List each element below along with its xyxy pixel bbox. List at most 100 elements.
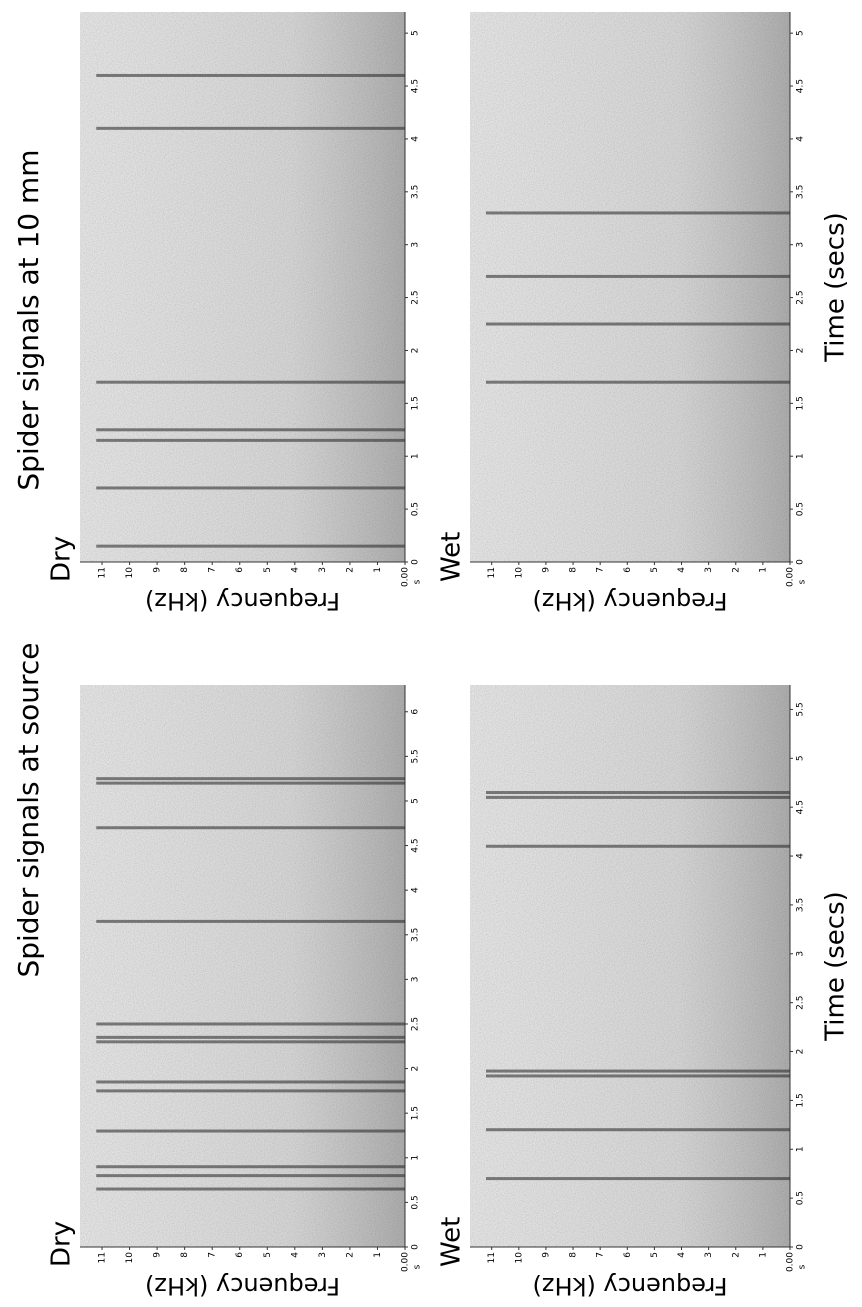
pulse [486, 322, 790, 326]
y-tick-label: 5 [263, 1252, 273, 1258]
y-tick-label: 2 [731, 1252, 741, 1258]
low-band [470, 685, 790, 1247]
y-tick-label: 5 [650, 567, 660, 573]
pulse [96, 1129, 405, 1133]
y-tick-label: 8 [180, 567, 190, 573]
pulse [96, 428, 405, 432]
pulse [486, 380, 790, 384]
y-tick-label: 4 [677, 1252, 687, 1258]
x-tick-label: 5 [796, 30, 806, 36]
pulse [96, 1165, 405, 1169]
y-tick-label: 7 [208, 567, 218, 573]
y-tick-label: 6 [623, 1252, 633, 1258]
x-tick-label: 0 [796, 559, 806, 565]
x-tick-label: 0 [411, 1244, 421, 1250]
x-tick-label: 1.5 [796, 1093, 806, 1107]
y-tick-label: 9 [153, 1252, 163, 1258]
pulse [96, 126, 405, 130]
y-tick-label: 7 [596, 567, 606, 573]
x-tick-label: 3 [796, 242, 806, 248]
x-unit: s [413, 1264, 423, 1269]
pulse [486, 211, 790, 215]
pulse [96, 544, 405, 548]
y-tick-label: 0.00 [786, 1252, 796, 1272]
pulse [96, 380, 405, 384]
x-tick-label: 4.5 [796, 800, 806, 814]
x-tick-label: 5 [411, 30, 421, 36]
y-tick-label: 10 [514, 567, 524, 579]
x-tick-label: 4.5 [796, 79, 806, 93]
pulse [96, 1089, 405, 1093]
x-tick-label: 1.5 [411, 396, 421, 410]
x-tick-label: 5 [411, 798, 421, 804]
y-tick-label: 3 [318, 1252, 328, 1258]
y-tick-label: 0.00 [401, 567, 411, 587]
panel-label: Dry [47, 536, 77, 582]
pulse [96, 1080, 405, 1084]
y-tick-label: 6 [235, 567, 245, 573]
y-tick-label: 7 [208, 1252, 218, 1258]
pulse [486, 274, 790, 278]
panel-label: Dry [47, 1221, 77, 1267]
x-tick-label: 4 [411, 136, 421, 142]
x-tick-label: 2.5 [411, 290, 421, 304]
y-tick-label: 6 [235, 1252, 245, 1258]
x-tick-label: 2 [411, 1066, 421, 1072]
y-tick-label: 10 [514, 1252, 524, 1264]
y-tick-label: 11 [98, 567, 108, 578]
panel-label: Wet [437, 532, 467, 582]
x-tick-label: 3.5 [411, 185, 421, 199]
y-axis-label: Frequency (kHz) [145, 587, 340, 615]
x-tick-label: 5 [796, 755, 806, 761]
x-tick-label: 1.5 [411, 1106, 421, 1120]
x-tick-label: 1 [411, 1155, 421, 1161]
y-tick-label: 11 [98, 1252, 108, 1263]
pulse [96, 919, 405, 923]
pulse [486, 1069, 790, 1073]
panel-title: Spider signals at source [12, 642, 45, 977]
y-tick-label: 6 [623, 567, 633, 573]
y-tick-label: 4 [677, 567, 687, 573]
y-tick-label: 11 [487, 1252, 497, 1263]
x-tick-label: 2 [796, 348, 806, 354]
x-tick-label: 3 [411, 242, 421, 248]
y-axis-label: Frequency (kHz) [533, 1272, 728, 1300]
x-tick-label: 4 [796, 136, 806, 142]
low-band [470, 12, 790, 562]
y-tick-label: 1 [758, 1252, 768, 1258]
y-tick-label: 4 [290, 1252, 300, 1258]
x-tick-label: 0.5 [411, 502, 421, 516]
y-tick-label: 3 [704, 1252, 714, 1258]
y-tick-label: 8 [569, 567, 579, 573]
x-tick-label: 1 [796, 453, 806, 459]
x-tick-label: 3.5 [796, 185, 806, 199]
y-tick-label: 2 [345, 1252, 355, 1258]
y-tick-label: 3 [704, 567, 714, 573]
pulse [96, 1022, 405, 1026]
pulse [486, 1074, 790, 1078]
y-tick-label: 2 [345, 567, 355, 573]
y-tick-label: 1 [373, 567, 383, 573]
y-tick-label: 4 [290, 567, 300, 573]
y-tick-label: 10 [125, 1252, 135, 1264]
pulse [96, 1174, 405, 1178]
x-tick-label: 3 [796, 951, 806, 957]
y-tick-label: 10 [125, 567, 135, 579]
y-tick-label: 9 [541, 1252, 551, 1258]
pulse [486, 1177, 790, 1181]
pulse [486, 795, 790, 799]
x-tick-label: 0.5 [796, 1191, 806, 1205]
x-tick-label: 0 [796, 1244, 806, 1250]
y-tick-label: 7 [596, 1252, 606, 1258]
pulse [486, 844, 790, 848]
y-tick-label: 0.00 [786, 567, 796, 587]
pulse [486, 791, 790, 795]
low-band [80, 685, 405, 1247]
pulse [96, 1187, 405, 1191]
x-tick-label: 1 [411, 453, 421, 459]
x-unit: s [413, 579, 423, 584]
x-tick-label: 4.5 [411, 838, 421, 852]
y-axis-label: Frequency (kHz) [533, 587, 728, 615]
x-tick-label: 4 [411, 887, 421, 893]
x-tick-label: 1.5 [796, 396, 806, 410]
